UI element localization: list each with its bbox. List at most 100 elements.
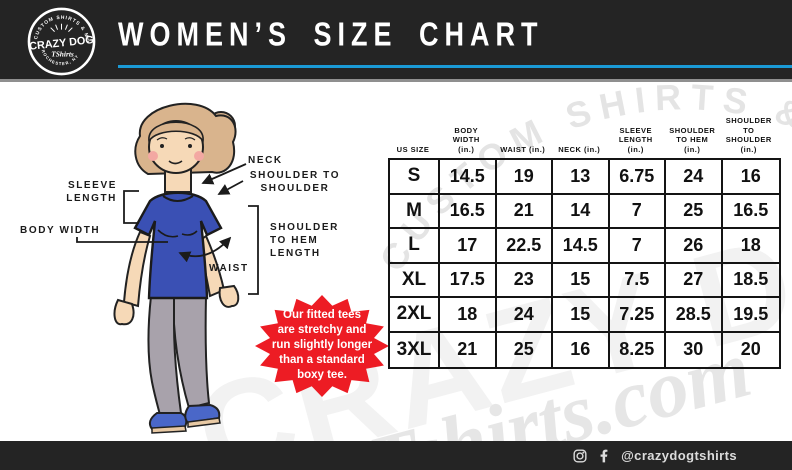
size-value-cell: 15 [553, 263, 610, 298]
left-shoe-sole [151, 425, 187, 434]
size-table: US SIZE BODY WIDTH (in.) WAIST (in.) NECK (in… [388, 112, 781, 369]
shoulder-to-shoulder-arrow [217, 180, 244, 195]
callout: Our fitted tees are stretchy and run sli… [255, 295, 389, 397]
right-hand [218, 284, 240, 308]
callout-line: Our fitted tees [283, 309, 361, 321]
size-value-cell: 26 [666, 229, 723, 264]
body-width-label: BODY WIDTH [20, 225, 100, 236]
size-value-cell: 14.5 [553, 229, 610, 264]
size-value-cell: 22.5 [496, 229, 553, 264]
column-header: BODY WIDTH (in.) [452, 125, 480, 154]
size-value-cell: 14 [553, 194, 610, 229]
column-header: WAIST (in.) [500, 144, 546, 154]
body-width-connector [76, 237, 168, 243]
size-value-cell: 30 [666, 332, 723, 367]
size-row-label: 3XL [390, 332, 440, 367]
size-value-cell: 19.5 [722, 298, 779, 333]
woman-figure [113, 102, 240, 434]
sleeve-length-label-line2: LENGTH [66, 193, 117, 204]
shoulder-to-hem-label-line3: LENGTH [270, 248, 321, 259]
column-header: SLEEVE LENGTH (in.) [618, 125, 653, 154]
callout-line: boxy tee. [297, 369, 347, 381]
eye [188, 144, 192, 148]
measurement-labels: SLEEVE LENGTH BODY WIDTH NECK SHOULDER T… [20, 155, 340, 274]
callout-line: are stretchy and [278, 324, 367, 336]
neck-label: NECK [248, 155, 283, 166]
right-pant-leg [173, 295, 211, 410]
size-row-label: M [390, 194, 440, 229]
eye [160, 144, 164, 148]
size-value-cell: 19 [496, 160, 553, 195]
logo-ring [27, 7, 96, 76]
face [148, 120, 204, 174]
waist-arrow [178, 236, 232, 263]
callout-burst [255, 295, 389, 397]
size-value-cell: 15 [553, 298, 610, 333]
page-title: WOMEN’S SIZE CHART [118, 16, 544, 53]
size-row-label: XL [390, 263, 440, 298]
size-value-cell: 18 [722, 229, 779, 264]
waist-label: WAIST [209, 263, 249, 274]
cheek [148, 151, 158, 161]
size-value-cell: 13 [553, 160, 610, 195]
callout-line: run slightly longer [272, 339, 373, 351]
size-value-cell: 16.5 [722, 195, 779, 229]
size-table-header: US SIZE BODY WIDTH (in.) WAIST (in.) NECK (in… [388, 112, 781, 158]
sleeve-seams [148, 220, 208, 236]
smile [168, 160, 183, 165]
logo-script: TShirts [51, 49, 74, 58]
shoulder-to-hem-bracket [248, 205, 259, 295]
size-value-cell: 28.5 [666, 298, 723, 333]
size-value-cell: 7.25 [609, 298, 666, 333]
size-value-cell: 27 [666, 263, 723, 298]
crazy-dog-logo: CUSTOM SHIRTS & MORE CRAZY DOG TShirts R… [26, 6, 96, 76]
column-header: NECK (in.) [558, 144, 601, 154]
facebook-icon[interactable] [600, 449, 608, 463]
size-value-cell: 14.5 [440, 160, 497, 195]
size-value-cell: 21 [440, 332, 497, 367]
sleeve-length-bracket [123, 190, 139, 224]
column-header: SHOULDER TO SHOULDER (in.) [725, 116, 772, 154]
callout-text: Our fitted tees are stretchy and run sli… [272, 309, 373, 381]
size-value-cell: 6.75 [609, 160, 666, 195]
hair-fringe [148, 121, 204, 144]
size-row-label: L [390, 229, 440, 264]
size-value-cell: 16 [722, 160, 779, 195]
size-value-cell: 24 [666, 160, 723, 195]
right-shoe-sole [187, 417, 221, 428]
size-value-cell: 25 [497, 332, 553, 367]
shoulder-to-shoulder-label-line1: SHOULDER TO [250, 170, 340, 181]
size-value-cell: 23 [496, 263, 553, 298]
size-value-cell: 17 [440, 229, 497, 264]
cheek [194, 151, 204, 161]
header: CUSTOM SHIRTS & MORE CRAZY DOG TShirts R… [0, 0, 792, 82]
chest-lines [157, 229, 198, 238]
left-pant-leg [147, 295, 183, 417]
eyelids [156, 137, 196, 141]
footer: @crazydogtshirts [0, 441, 792, 470]
size-value-cell: 16.5 [440, 194, 497, 229]
logo-rays [50, 23, 73, 32]
social-handle[interactable]: @crazydogtshirts [621, 448, 737, 463]
size-value-cell: 24 [496, 298, 553, 333]
neck-arrow [201, 163, 247, 185]
shoulder-to-hem-label-line1: SHOULDER [270, 222, 339, 233]
size-value-cell: 17.5 [440, 263, 497, 298]
size-row-label: S [390, 160, 440, 195]
instagram-icon[interactable] [573, 448, 587, 463]
measurement-lines [76, 163, 259, 295]
size-value-cell: 25 [666, 194, 723, 229]
title-underline [118, 65, 792, 68]
shoulder-to-hem-label-line2: TO HEM [270, 235, 318, 246]
size-value-cell: 7.5 [609, 263, 666, 298]
callout-line: than a standard [279, 354, 365, 366]
left-hand [113, 298, 135, 326]
sleeve-length-label-line1: SLEEVE [68, 180, 117, 191]
size-diagram: SLEEVE LENGTH BODY WIDTH NECK SHOULDER T… [20, 102, 389, 434]
size-row-label: 2XL [390, 298, 440, 333]
size-value-cell: 7 [609, 229, 666, 264]
column-header: SHOULDER TO HEM (in.) [669, 125, 716, 154]
column-header: US SIZE [396, 144, 430, 154]
size-value-cell: 18.5 [722, 264, 779, 298]
